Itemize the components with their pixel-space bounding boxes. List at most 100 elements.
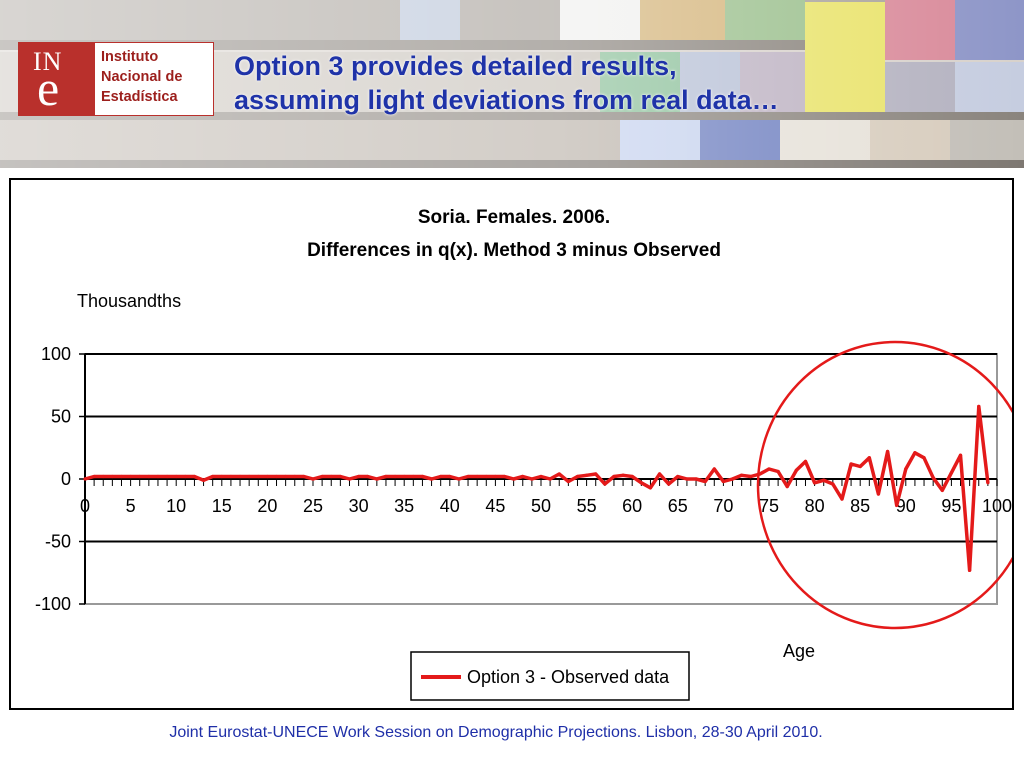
x-tick-label: 0 — [80, 496, 90, 516]
x-tick-label: 80 — [805, 496, 825, 516]
chart-title: Soria. Females. 2006. — [418, 207, 610, 228]
data-point — [329, 474, 333, 479]
data-point — [129, 474, 133, 479]
logo-line-3: Estadística — [101, 89, 178, 105]
logo-line-1: Instituto — [101, 49, 159, 65]
data-point — [630, 474, 634, 479]
x-tick-label: 50 — [531, 496, 551, 516]
data-point — [849, 462, 853, 466]
data-point — [530, 477, 534, 481]
logo-line-2: Nacional de — [101, 69, 183, 85]
chart-canvas: Soria. Females. 2006. Differences in q(x… — [35, 207, 1012, 701]
series-line — [84, 404, 990, 573]
logo-wordmark: Instituto Nacional de Estadística — [101, 47, 182, 107]
x-tick-label: 40 — [440, 496, 460, 516]
data-point — [92, 474, 96, 479]
data-point — [575, 474, 580, 479]
data-point — [211, 474, 215, 479]
data-point — [110, 474, 114, 479]
data-point — [347, 477, 352, 481]
headline-line-2: assuming light deviations from real data… — [234, 85, 779, 115]
data-point — [493, 474, 497, 479]
data-point — [101, 474, 105, 479]
header-banner: IN e Instituto Nacional de Estadística O… — [0, 0, 1024, 168]
x-tick-label: 75 — [759, 496, 779, 516]
data-point — [238, 474, 242, 479]
highlight-circle — [756, 340, 1012, 630]
data-point — [147, 474, 151, 479]
data-point — [648, 486, 653, 490]
data-point — [566, 479, 570, 484]
data-point — [284, 474, 288, 479]
data-point — [502, 474, 507, 479]
data-point — [475, 474, 479, 479]
x-tick-label: 90 — [896, 496, 916, 516]
data-point — [393, 474, 397, 479]
data-point — [694, 477, 698, 481]
data-point — [977, 404, 981, 409]
logo-mark-top: IN — [33, 47, 63, 76]
data-point — [192, 474, 197, 479]
data-point — [676, 474, 680, 479]
data-point — [612, 474, 616, 479]
data-point — [840, 497, 844, 501]
data-point — [229, 474, 233, 479]
y-tick-label: -100 — [35, 594, 71, 614]
data-point — [730, 477, 735, 481]
data-point — [767, 467, 771, 471]
data-point — [968, 568, 972, 572]
ine-logo: IN e Instituto Nacional de Estadística — [18, 42, 214, 116]
x-tick-label: 100 — [982, 496, 1012, 516]
data-point — [685, 477, 689, 481]
ine-logo-mark: IN e — [19, 43, 95, 115]
data-point — [895, 503, 899, 507]
legend: Option 3 - Observed data — [410, 651, 690, 701]
data-point — [740, 473, 744, 477]
footer-note: Joint Eurostat-UNECE Work Session on Dem… — [169, 724, 823, 741]
x-tick-label: 60 — [622, 496, 642, 516]
data-point — [311, 477, 315, 481]
data-point — [885, 449, 890, 454]
data-point — [357, 474, 361, 479]
data-point — [539, 474, 543, 479]
x-axis: 0 5 10 15 20 25 30 35 40 45 50 55 60 65 70 75 80 85 90 95 10… — [80, 478, 1012, 516]
data-point — [302, 474, 306, 479]
data-point — [813, 481, 817, 485]
data-point — [256, 474, 260, 479]
data-point — [83, 477, 87, 481]
data-point — [420, 474, 425, 479]
building-facade-background — [0, 0, 1024, 168]
data-point — [320, 474, 324, 479]
data-point — [119, 474, 124, 479]
data-point — [466, 474, 470, 479]
y-tick-label: -50 — [45, 532, 71, 552]
y-axis-label: Thousandths — [77, 291, 181, 311]
data-point — [548, 477, 552, 481]
data-point — [220, 474, 224, 479]
slide-headline: Option 3 provides detailed results, assu… — [234, 49, 1014, 117]
legend-label: Option 3 - Observed data — [467, 667, 670, 687]
data-point — [858, 464, 862, 469]
data-point — [338, 474, 342, 479]
data-point — [794, 468, 798, 472]
series-layer — [83, 404, 990, 573]
data-point — [876, 492, 881, 496]
y-tick-label: 50 — [51, 407, 71, 427]
data-point — [904, 467, 908, 471]
x-tick-label: 95 — [941, 496, 961, 516]
x-tick-label: 55 — [577, 496, 597, 516]
data-point — [922, 456, 926, 460]
data-point — [958, 453, 963, 457]
data-point — [986, 481, 990, 485]
x-axis-label: Age — [783, 641, 815, 661]
y-tick-label: 0 — [61, 469, 71, 489]
data-point — [265, 474, 269, 479]
data-point — [867, 456, 871, 460]
data-point — [411, 474, 415, 479]
data-point — [366, 474, 370, 479]
x-tick-label: 25 — [303, 496, 323, 516]
x-tick-label: 20 — [257, 496, 277, 516]
data-point — [429, 477, 434, 481]
data-point — [712, 467, 716, 471]
headline-line-1: Option 3 provides detailed results, — [234, 51, 677, 81]
